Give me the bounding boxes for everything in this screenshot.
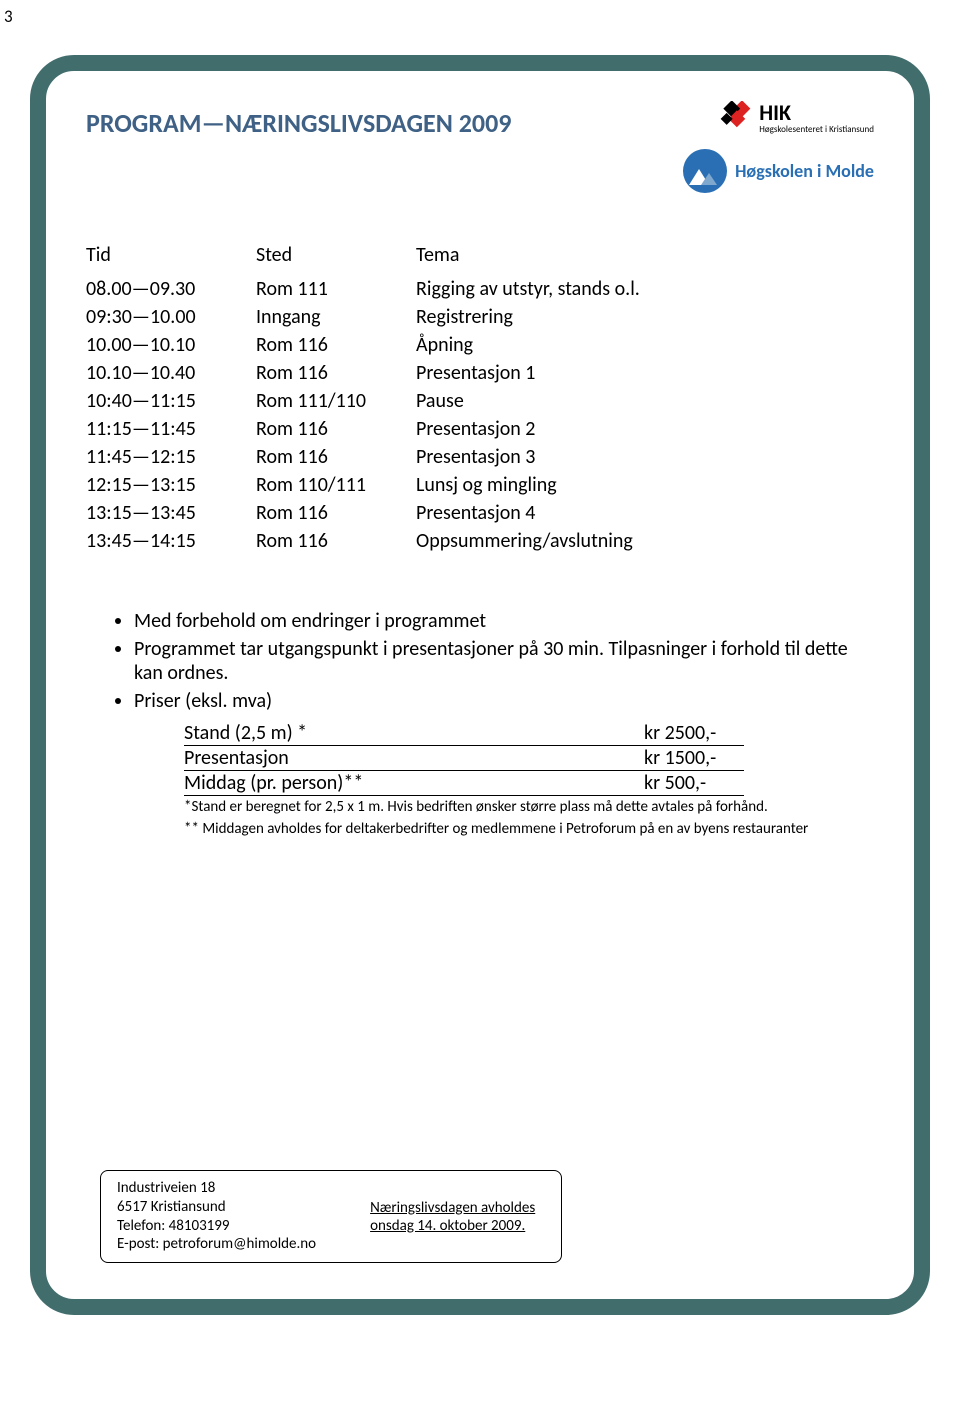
table-cell: 10:40—11:15 [86, 387, 256, 415]
table-cell: Rom 116 [256, 415, 416, 443]
table-cell: Lunsj og mingling [416, 471, 874, 499]
col-header-tid: Tid [86, 241, 256, 275]
price-list: Stand (2,5 m) *kr 2500,-Presentasjonkr 1… [86, 721, 874, 796]
table-cell: Presentasjon 1 [416, 359, 874, 387]
table-cell: Rom 116 [256, 359, 416, 387]
addr-line: 6517 Kristiansund [117, 1198, 316, 1217]
table-row: 13:45—14:15Rom 116Oppsummering/avslutnin… [86, 527, 874, 555]
table-cell: 11:45—12:15 [86, 443, 256, 471]
table-cell: 08.00—09.30 [86, 275, 256, 303]
table-cell: Presentasjon 2 [416, 415, 874, 443]
table-row: 09:30—10.00InngangRegistrering [86, 303, 874, 331]
header: PROGRAM—NÆRINGSLIVSDAGEN 2009 HIK Høgsko… [86, 101, 874, 193]
table-row: 12:15—13:15Rom 110/111Lunsj og mingling [86, 471, 874, 499]
table-row: 13:15—13:45Rom 116Presentasjon 4 [86, 499, 874, 527]
hik-logo: HIK Høgskolesenteret i Kristiansund [719, 101, 874, 135]
table-cell: 13:45—14:15 [86, 527, 256, 555]
col-header-sted: Sted [256, 241, 416, 275]
col-header-tema: Tema [416, 241, 874, 275]
table-row: 10.10—10.40Rom 116Presentasjon 1 [86, 359, 874, 387]
note-item: Med forbehold om endringer i programmet [134, 607, 874, 635]
molde-logo: Høgskolen i Molde [683, 149, 874, 193]
table-cell: Rom 111 [256, 275, 416, 303]
molde-logo-text: Høgskolen i Molde [735, 160, 874, 182]
price-value: kr 2500,- [644, 721, 744, 746]
table-row: 10:40—11:15Rom 111/110Pause [86, 387, 874, 415]
table-row: 11:45—12:15Rom 116Presentasjon 3 [86, 443, 874, 471]
page-number: 3 [0, 0, 960, 27]
table-cell: Presentasjon 3 [416, 443, 874, 471]
molde-logo-icon [683, 149, 727, 193]
table-cell: Rom 116 [256, 331, 416, 359]
footer-contact-box: Industriveien 18 6517 Kristiansund Telef… [100, 1170, 562, 1263]
logo-group: HIK Høgskolesenteret i Kristiansund Høgs… [683, 101, 874, 193]
price-label: Stand (2,5 m) * [184, 721, 644, 746]
table-cell: Rom 116 [256, 499, 416, 527]
table-row: 08.00—09.30Rom 111Rigging av utstyr, sta… [86, 275, 874, 303]
table-cell: Inngang [256, 303, 416, 331]
table-cell: 12:15—13:15 [86, 471, 256, 499]
table-header-row: Tid Sted Tema [86, 241, 874, 275]
footer-event-info: Næringslivsdagen avholdes onsdag 14. okt… [370, 1199, 535, 1235]
schedule-table: Tid Sted Tema 08.00—09.30Rom 111Rigging … [86, 241, 874, 555]
note-item: Programmet tar utgangspunkt i presentasj… [134, 635, 874, 687]
table-cell: 11:15—11:45 [86, 415, 256, 443]
document-frame: PROGRAM—NÆRINGSLIVSDAGEN 2009 HIK Høgsko… [30, 55, 930, 1315]
hik-logo-subtext: Høgskolesenteret i Kristiansund [759, 124, 874, 135]
table-row: 11:15—11:45Rom 116Presentasjon 2 [86, 415, 874, 443]
event-line: onsdag 14. oktober 2009. [370, 1217, 535, 1235]
addr-line: Industriveien 18 [117, 1179, 316, 1198]
note-item: Priser (eksl. mva) [134, 687, 874, 715]
table-cell: 13:15—13:45 [86, 499, 256, 527]
table-cell: Rigging av utstyr, stands o.l. [416, 275, 874, 303]
table-cell: 10.00—10.10 [86, 331, 256, 359]
price-label: Middag (pr. person)** [184, 771, 644, 796]
table-cell: Presentasjon 4 [416, 499, 874, 527]
addr-line: Telefon: 48103199 [117, 1217, 316, 1236]
table-cell: Pause [416, 387, 874, 415]
table-cell: Rom 116 [256, 527, 416, 555]
table-cell: 10.10—10.40 [86, 359, 256, 387]
table-cell: 09:30—10.00 [86, 303, 256, 331]
table-cell: Rom 116 [256, 443, 416, 471]
price-value: kr 500,- [644, 771, 744, 796]
table-cell: Oppsummering/avslutning [416, 527, 874, 555]
footer-address: Industriveien 18 6517 Kristiansund Telef… [117, 1179, 316, 1254]
table-cell: Rom 111/110 [256, 387, 416, 415]
table-cell: Rom 110/111 [256, 471, 416, 499]
addr-line: E-post: petroforum@himolde.no [117, 1235, 316, 1254]
hik-logo-text: HIK [759, 102, 874, 124]
table-cell: Registrering [416, 303, 874, 331]
hik-logo-icon [719, 101, 753, 135]
page-title: PROGRAM—NÆRINGSLIVSDAGEN 2009 [86, 101, 511, 139]
price-row: Presentasjonkr 1500,- [184, 746, 874, 771]
table-cell: Åpning [416, 331, 874, 359]
price-value: kr 1500,- [644, 746, 744, 771]
fineprint: *Stand er beregnet for 2,5 x 1 m. Hvis b… [86, 798, 874, 818]
event-line: Næringslivsdagen avholdes [370, 1199, 535, 1217]
table-row: 10.00—10.10Rom 116Åpning [86, 331, 874, 359]
price-row: Middag (pr. person)**kr 500,- [184, 771, 874, 796]
notes-section: Med forbehold om endringer i programmet … [86, 607, 874, 839]
price-row: Stand (2,5 m) *kr 2500,- [184, 721, 874, 746]
price-label: Presentasjon [184, 746, 644, 771]
fineprint: ** Middagen avholdes for deltakerbedrift… [86, 820, 874, 840]
